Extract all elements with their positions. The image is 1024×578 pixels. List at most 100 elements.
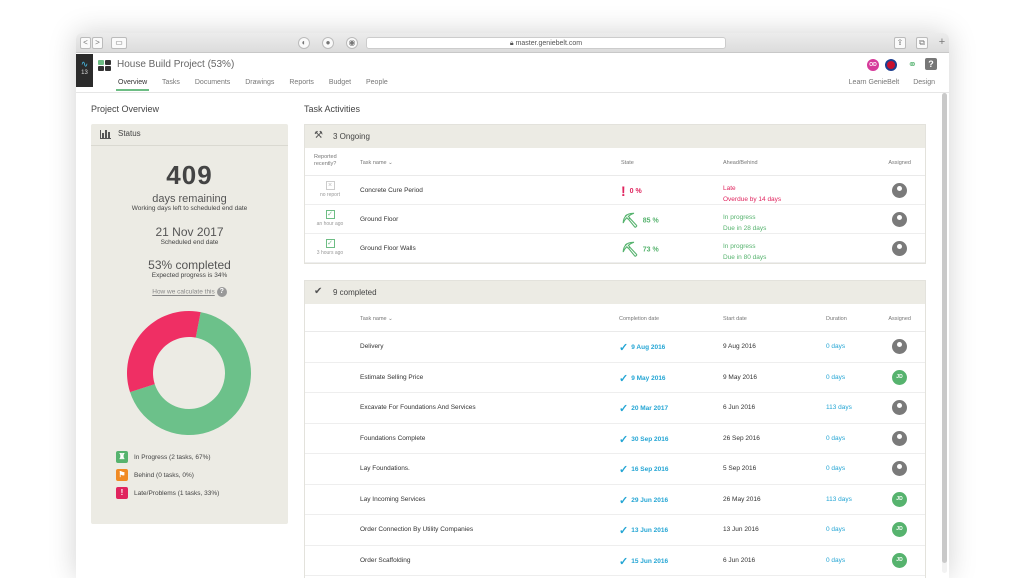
task-name[interactable]: Ground Floor (360, 216, 399, 223)
completion-date: ✓ 9 Aug 2016 (619, 341, 665, 354)
forward-button[interactable]: > (92, 37, 103, 49)
help-icon[interactable]: ? (925, 58, 937, 70)
nav-budget[interactable]: Budget (328, 79, 352, 86)
hammer-icon: ⚒ (314, 130, 323, 141)
table-row[interactable]: Foundations Complete ✓ 30 Sep 2016 26 Sep 2… (305, 424, 925, 454)
status-detail: Due in 80 days (723, 254, 767, 261)
lightbulb-icon[interactable]: ● (322, 37, 334, 49)
ahead-behind: In progress Due in 80 days (723, 241, 766, 263)
assignee-avatar[interactable] (892, 241, 907, 256)
in-progress-icon: ♜ (116, 451, 128, 463)
assignee-avatar[interactable] (892, 183, 907, 198)
assignee-avatar[interactable] (892, 461, 907, 476)
completed-panel: ✔ 9 completed Task name ⌄ Completion date… (304, 280, 926, 578)
legend-item-in-progress: ♜ In Progress (2 tasks, 67%) (116, 451, 219, 467)
assignee-avatar[interactable] (892, 400, 907, 415)
table-row[interactable]: Lay Foundations. ✓ 16 Sep 2016 5 Sep 2016 0 … (305, 454, 925, 485)
app-header: ∿ 13 House Build Project (53%) Overview T… (76, 53, 949, 93)
progress-donut-chart (127, 311, 252, 435)
completion-date: ✓ 9 May 2016 (619, 372, 666, 385)
task-name[interactable]: Lay Foundations. (360, 465, 410, 472)
sidebar-toggle-icon[interactable]: ▭ (111, 37, 127, 49)
task-state: ⛏ 73 % (621, 241, 659, 258)
nav-overview[interactable]: Overview (118, 79, 148, 86)
double-check-icon: ✓ (619, 555, 629, 568)
table-row[interactable]: Lay Incoming Services ✓ 29 Jun 2016 26 May … (305, 485, 925, 515)
task-name[interactable]: Delivery (360, 343, 384, 350)
task-name[interactable]: Order Scaffolding (360, 556, 411, 564)
report-time: no report (319, 192, 340, 198)
overview-heading: Project Overview (91, 104, 160, 114)
ongoing-header[interactable]: ⚒ 3 Ongoing (305, 125, 925, 148)
nav-people[interactable]: People (365, 79, 388, 86)
table-row[interactable]: Delivery ✓ 9 Aug 2016 9 Aug 2016 0 days (305, 332, 925, 363)
table-row[interactable]: ✓ 3 hours ago Ground Floor Walls ⛏ 73 % In pr… (305, 234, 925, 263)
completion-date-text: 30 Sep 2016 (631, 435, 669, 443)
legend-item-behind: ⚑ Behind (0 tasks, 0%) (116, 469, 219, 485)
assignee-avatar[interactable]: JD (892, 491, 907, 507)
start-date: 9 Aug 2016 (723, 343, 756, 350)
header-links: Learn GenieBelt Design (837, 79, 935, 86)
task-name[interactable]: Excavate For Foundations And Services (360, 404, 476, 411)
start-date: 26 Sep 2016 (723, 434, 760, 442)
link-icon[interactable]: ⚭ (907, 59, 917, 71)
browser-window: < > ▭ ◐ ● ◉ 🔒︎ master.geniebelt.com ⇪ ⧉ … (76, 33, 949, 578)
app-logo[interactable] (98, 60, 112, 71)
task-name[interactable]: Order Connection By Utility Companies (360, 526, 474, 533)
uk-flag-icon[interactable] (885, 59, 897, 71)
table-row[interactable]: Estimate Selling Price ✓ 9 May 2016 9 May 2… (305, 363, 925, 393)
extension-icon[interactable]: ◉ (346, 37, 358, 49)
address-bar[interactable]: 🔒︎ master.geniebelt.com (366, 37, 726, 49)
learn-link[interactable]: Learn GenieBelt (848, 79, 900, 86)
task-name[interactable]: Lay Incoming Services (360, 495, 426, 503)
table-row[interactable]: Order Connection By Utility Companies ✓ 13… (305, 515, 925, 546)
col-duration: Duration (826, 316, 847, 322)
table-row[interactable]: Order Scaffolding ✓ 15 Jun 2016 6 Jun 2016 0… (305, 546, 925, 576)
col-completion-date: Completion date (619, 316, 660, 322)
share-icon[interactable]: ⇪ (894, 37, 906, 49)
ongoing-table-header: Reported recently? Task name ⌄ State Ahe… (305, 148, 925, 176)
task-name[interactable]: Ground Floor Walls (360, 245, 416, 252)
design-link[interactable]: Design (913, 79, 935, 86)
new-tab-icon[interactable]: + (938, 36, 946, 48)
table-row[interactable]: × no report Concrete Cure Period! 0 % Late Ov… (305, 176, 925, 205)
assignee-avatar[interactable]: JD (892, 522, 907, 537)
start-date: 9 May 2016 (723, 373, 757, 381)
table-row[interactable]: ✓ an hour ago Ground Floor ⛏ 85 % In progress… (305, 205, 925, 234)
assignee-avatar[interactable] (892, 430, 907, 446)
status-header: Status (91, 124, 288, 146)
donut-slice-late-problems (127, 311, 201, 393)
col-task-name[interactable]: Task name ⌄ (360, 160, 393, 166)
table-row[interactable]: Excavate For Foundations And Services ✓ 20… (305, 393, 925, 424)
nav-documents[interactable]: Documents (194, 79, 231, 86)
user-avatar[interactable]: OD (867, 59, 879, 71)
col-task-name[interactable]: Task name ⌄ (360, 316, 393, 322)
scroll-thumb[interactable] (942, 93, 947, 563)
assignee-avatar[interactable] (892, 212, 907, 227)
nav-tasks[interactable]: Tasks (162, 79, 180, 86)
duration: 0 days (826, 373, 846, 381)
exclamation-icon: ! (116, 487, 128, 499)
assignee-avatar[interactable] (892, 339, 907, 354)
completion-date-text: 13 Jun 2016 (631, 527, 669, 535)
task-name[interactable]: Concrete Cure Period (360, 187, 423, 194)
activity-pulse[interactable]: ∿ 13 (76, 54, 93, 87)
nav-drawings[interactable]: Drawings (245, 79, 275, 86)
scrollbar[interactable] (942, 93, 947, 573)
completion-date-text: 20 Mar 2017 (631, 405, 669, 413)
status-line: In progress (723, 214, 756, 221)
task-name[interactable]: Estimate Selling Price (360, 373, 424, 381)
assignee-avatar[interactable]: JD (892, 369, 907, 385)
task-name[interactable]: Foundations Complete (360, 434, 426, 442)
privacy-icon[interactable]: ◐ (298, 37, 310, 49)
completion-date-text: 9 May 2016 (631, 374, 666, 382)
back-button[interactable]: < (80, 37, 91, 49)
completed-header[interactable]: ✔ 9 completed (305, 281, 925, 304)
how-we-calculate-link[interactable]: How we calculate this? (91, 287, 288, 297)
double-check-icon: ✓ (619, 464, 629, 476)
assignee-avatar[interactable]: JD (892, 552, 907, 568)
double-check-icon: ✓ (619, 372, 629, 385)
nav-reports[interactable]: Reports (289, 79, 314, 86)
tabs-icon[interactable]: ⧉ (916, 37, 928, 49)
col-reported: Reported recently? (314, 154, 337, 167)
